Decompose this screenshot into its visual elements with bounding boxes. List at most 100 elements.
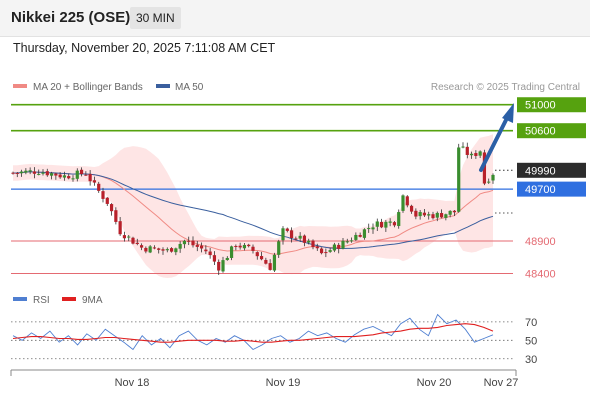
candle-body: [272, 254, 277, 271]
candle-body: [212, 255, 217, 262]
candle-body: [101, 191, 105, 199]
candle: [281, 226, 285, 245]
candle-body: [341, 240, 345, 249]
candle-body: [487, 181, 491, 183]
candle: [208, 247, 212, 259]
candle-body: [401, 195, 405, 211]
legend-ma50-label: MA 50: [175, 82, 204, 93]
level-label-48900: 48900: [525, 236, 556, 248]
interval-badge[interactable]: 30 MIN: [130, 7, 181, 29]
candle: [49, 171, 54, 180]
candle: [109, 203, 114, 216]
level-tag-49700: [517, 181, 586, 197]
candle-body: [161, 249, 165, 251]
candle-body: [19, 171, 24, 174]
candle-body: [311, 240, 315, 248]
candle-body: [54, 173, 58, 176]
level-tag-49990: [517, 162, 586, 178]
candle: [461, 142, 465, 149]
candle: [401, 194, 405, 213]
legend-swatch-ma20: [13, 84, 27, 88]
candle-body: [15, 172, 19, 174]
candle: [131, 236, 135, 245]
chart-header: Nikkei 225 (OSE) 30 MIN: [0, 0, 590, 37]
candle-body: [469, 153, 474, 156]
forecast-arrow: [479, 103, 514, 172]
candle-body: [118, 221, 122, 235]
candle: [362, 228, 367, 240]
candle: [324, 248, 328, 258]
candle-body: [294, 238, 298, 240]
candle-body: [307, 240, 311, 243]
candle-body: [37, 173, 41, 175]
candle-body: [379, 221, 384, 228]
candle: [255, 251, 259, 260]
candle-body: [324, 252, 328, 254]
candle: [15, 171, 19, 178]
candle-body: [28, 170, 32, 172]
candle-body: [131, 237, 135, 244]
candle: [19, 169, 24, 177]
candle: [217, 259, 221, 276]
candle: [24, 168, 28, 175]
candle-body: [62, 175, 67, 178]
candle: [439, 209, 444, 219]
candle: [238, 242, 242, 250]
candle-body: [302, 235, 307, 243]
candle-body: [165, 249, 169, 251]
candle-body: [24, 170, 28, 173]
rsi-layer: 70 50 30: [11, 313, 537, 366]
rsi-series-9ma: [12, 323, 494, 343]
candle: [418, 210, 422, 220]
candle: [319, 247, 324, 255]
candle: [328, 247, 332, 253]
candle: [465, 142, 469, 159]
x-tick-nov27: Nov 27: [484, 377, 519, 389]
candle: [101, 187, 105, 203]
candle: [414, 208, 418, 220]
candle-body: [465, 146, 469, 155]
candle: [45, 168, 49, 177]
candle-body: [229, 246, 234, 258]
candle: [88, 170, 92, 186]
candle-body: [71, 178, 75, 180]
candle: [187, 236, 191, 246]
candle: [298, 232, 302, 242]
candle-body: [349, 240, 354, 242]
candle-body: [397, 212, 401, 227]
candle: [427, 211, 431, 220]
candle-body: [414, 210, 418, 217]
rsi-ma-legend-label: 9MA: [82, 295, 103, 306]
candle: [135, 238, 139, 246]
candle-body: [225, 257, 229, 261]
candle: [337, 242, 341, 254]
candle: [341, 238, 345, 250]
candle-body: [409, 205, 414, 212]
candlestick-layer: [11, 142, 495, 276]
candle: [67, 173, 71, 180]
candle-body: [84, 174, 88, 176]
candle-body: [315, 246, 319, 249]
candle: [379, 218, 384, 229]
level-label-50600: 50600: [525, 126, 556, 138]
candle-body: [375, 221, 379, 227]
candle-body: [255, 252, 259, 257]
candle-body: [392, 222, 397, 226]
candle-body: [367, 228, 371, 230]
candle: [41, 169, 45, 176]
candle-body: [427, 214, 431, 216]
candle: [97, 181, 101, 193]
candle-body: [157, 248, 161, 250]
candle-body: [478, 151, 482, 156]
candle-body: [277, 241, 281, 255]
level-label-51000: 51000: [525, 100, 556, 112]
candle: [28, 167, 32, 175]
candle: [478, 150, 482, 159]
candle-body: [242, 244, 247, 249]
candle-body: [238, 245, 242, 248]
candle-body: [97, 183, 101, 191]
legend-ma20-label: MA 20 + Bollinger Bands: [33, 82, 143, 93]
candle: [118, 217, 122, 236]
candle-body: [362, 229, 367, 238]
